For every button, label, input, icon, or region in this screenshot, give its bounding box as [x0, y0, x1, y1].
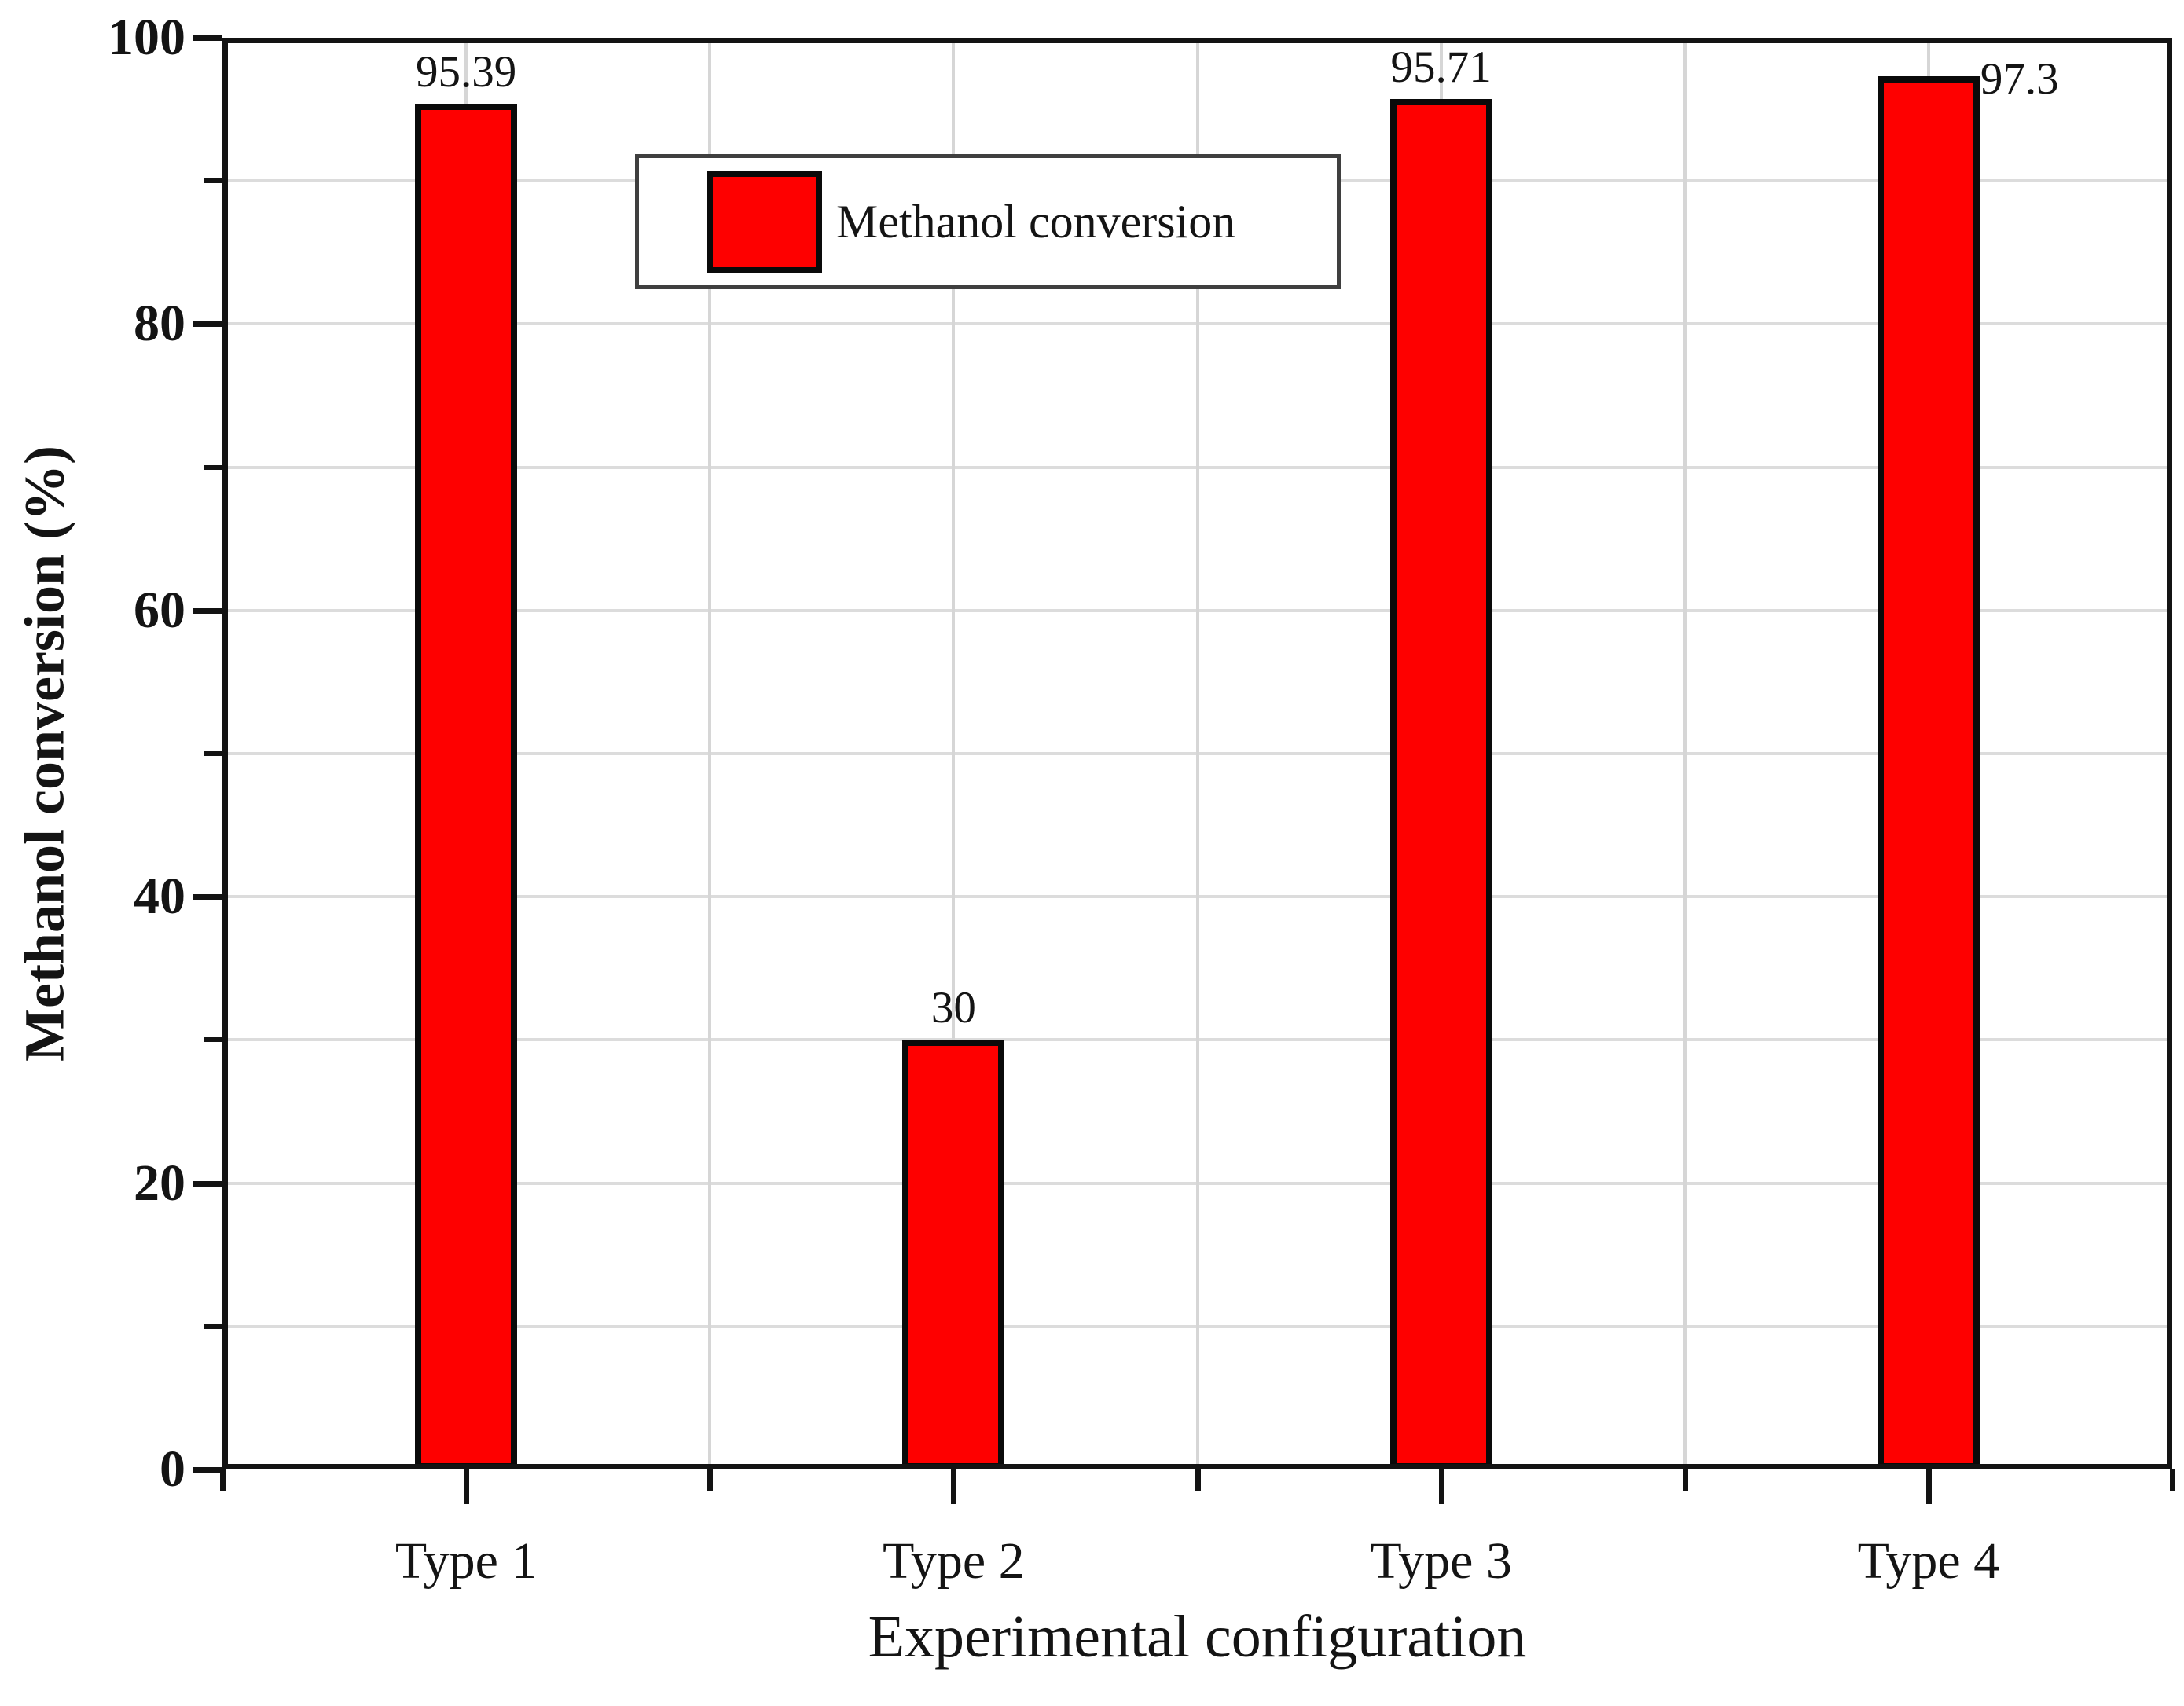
- x-tick-label-type-2: Type 2: [883, 1532, 1025, 1590]
- x-tick-label-type-3: Type 3: [1370, 1532, 1512, 1590]
- legend: Methanol conversion: [635, 154, 1341, 289]
- y-tick-label-60: 60: [134, 581, 185, 639]
- x-center-tick-type-2: [951, 1469, 957, 1504]
- legend-label: Methanol conversion: [836, 195, 1236, 248]
- y-minor-tick-30: [204, 1037, 222, 1043]
- plot-area: Methanol conversion 95.39 30 95.71 97.3: [222, 38, 2172, 1469]
- y-major-tick-40: [193, 894, 222, 901]
- bar-value-label-type-1: 95.39: [416, 47, 517, 97]
- x-center-tick-type-1: [464, 1469, 470, 1504]
- y-tick-label-0: 0: [160, 1440, 185, 1498]
- x-boundary-tick: [1195, 1469, 1201, 1491]
- x-center-tick-type-4: [1925, 1469, 1932, 1504]
- x-center-tick-type-3: [1438, 1469, 1444, 1504]
- vertical-gridline-center: [952, 38, 956, 1469]
- bar-type-4: [1877, 76, 1980, 1469]
- y-major-tick-100: [193, 35, 222, 41]
- y-tick-label-40: 40: [134, 868, 185, 926]
- bar-type-2: [902, 1040, 1005, 1469]
- y-tick-label-80: 80: [134, 295, 185, 353]
- y-minor-tick-50: [204, 751, 222, 756]
- y-minor-tick-70: [204, 464, 222, 470]
- bar-value-label-type-2: 30: [930, 983, 976, 1033]
- legend-swatch-methanol-conversion: [707, 170, 822, 273]
- y-minor-tick-10: [204, 1323, 222, 1329]
- x-axis-title: Experimental configuration: [868, 1604, 1527, 1670]
- bar-type-3: [1389, 99, 1492, 1469]
- vertical-gridline-boundary: [1195, 38, 1199, 1469]
- x-boundary-tick: [1682, 1469, 1688, 1491]
- y-minor-tick-90: [204, 178, 222, 184]
- x-boundary-tick: [220, 1469, 226, 1491]
- y-major-tick-60: [193, 607, 222, 614]
- y-major-tick-0: [193, 1467, 222, 1473]
- x-boundary-tick: [2170, 1469, 2175, 1491]
- y-tick-label-20: 20: [134, 1154, 185, 1212]
- x-tick-label-type-1: Type 1: [395, 1532, 538, 1590]
- vertical-gridline-boundary: [1683, 38, 1687, 1469]
- x-boundary-tick: [707, 1469, 714, 1491]
- y-tick-label-100: 100: [108, 9, 185, 66]
- vertical-gridline-boundary: [708, 38, 712, 1469]
- bar-type-1: [415, 104, 518, 1469]
- bar-value-label-type-4: 97.3: [1980, 54, 2059, 105]
- y-axis-title: Methanol conversion (%): [13, 446, 76, 1062]
- bar-value-label-type-3: 95.71: [1390, 42, 1492, 93]
- y-major-tick-80: [193, 321, 222, 328]
- y-major-tick-20: [193, 1180, 222, 1187]
- x-tick-label-type-4: Type 4: [1857, 1532, 2000, 1590]
